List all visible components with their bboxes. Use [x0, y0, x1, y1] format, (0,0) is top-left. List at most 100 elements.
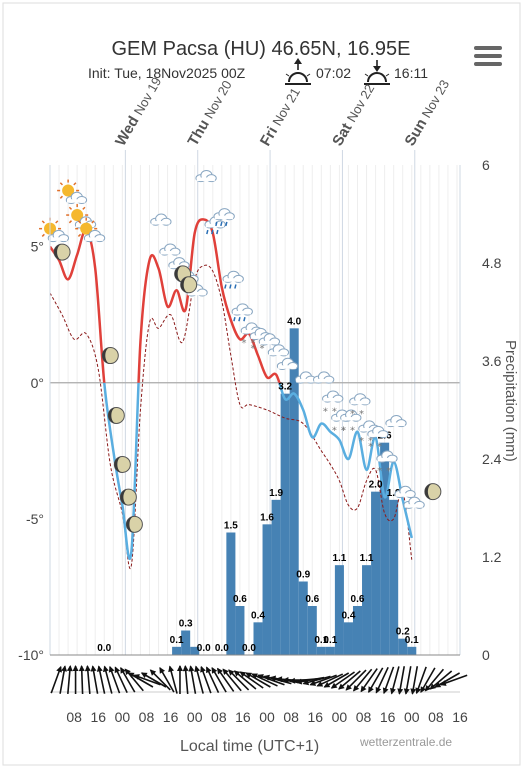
wind-arrow-icon: [330, 671, 356, 689]
precip-bar: [316, 646, 326, 655]
svg-text:*: *: [377, 442, 382, 453]
temperature-line-warm: [50, 218, 281, 383]
wind-arrow-icon: [309, 674, 337, 686]
temp-tick-label: 5°: [31, 239, 44, 255]
partly-sunny-icon: [75, 217, 106, 243]
wind-arrow-icon: [140, 672, 167, 688]
precip-bar: [307, 606, 317, 655]
moon-icon: [125, 515, 143, 533]
x-tick-label: 16: [452, 709, 468, 725]
wind-arrow-icon: [360, 668, 378, 693]
snow-icon: * *: [367, 425, 389, 453]
x-tick-label: 08: [211, 709, 227, 725]
rain-icon: [204, 216, 226, 235]
precip-bar: [289, 328, 299, 655]
sunset-icon: [364, 60, 390, 85]
wind-arrow-icon: [368, 667, 384, 693]
precip-bars: [172, 328, 417, 655]
snow-icon: * *: [376, 450, 398, 477]
svg-text:*: *: [241, 338, 246, 349]
wind-arrow-icon: [390, 666, 400, 695]
wind-arrow-icon: [251, 673, 278, 687]
cloud-icon: [394, 485, 416, 498]
wind-arrow-icon: [216, 667, 235, 692]
precip-data-label: 1.1: [332, 553, 346, 564]
svg-text:*: *: [341, 425, 346, 436]
wind-arrow-icon: [410, 666, 419, 695]
precip-data-label: 0.1: [323, 635, 337, 646]
x-tick-label: 08: [66, 709, 82, 725]
precip-tick-label: 3.6: [482, 353, 502, 369]
snow-icon: * *: [340, 409, 362, 436]
moon-icon: [113, 455, 131, 473]
wind-arrow-icon: [120, 667, 136, 693]
wind-arrow-icon: [108, 665, 121, 694]
precip-data-label: 0.2: [396, 627, 410, 638]
sunrise-time: 07:02: [316, 65, 351, 81]
precip-data-label: 0.4: [342, 610, 356, 621]
cloud-icon: [159, 243, 181, 256]
precip-data-label: 0.0: [97, 643, 111, 654]
precip-bar: [343, 622, 353, 655]
wind-arrow-icon: [316, 673, 344, 687]
wind-arrow-icon: [188, 665, 197, 694]
svg-text:*: *: [251, 344, 256, 355]
precip-data-label: 4.0: [287, 316, 301, 327]
temp-tick-label: 0°: [31, 375, 44, 391]
partly-sunny-icon: [57, 179, 88, 204]
wind-arrow-icon: [182, 665, 189, 695]
cloud-icon: [258, 333, 281, 346]
wind-arrow-icon: [233, 670, 257, 690]
chart-title: GEM Pacsa (HU) 46.65N, 16.95E: [111, 38, 410, 60]
wind-arrow-icon: [50, 665, 62, 694]
precip-tick-label: 6: [482, 157, 490, 173]
precip-data-label: 2.0: [369, 480, 383, 491]
precip-data-label: 1.5: [224, 521, 238, 532]
precip-data-label: 0.0: [215, 643, 229, 654]
wind-arrow-icon: [72, 665, 79, 694]
svg-text:*: *: [377, 466, 382, 477]
temp-tick-label: -5°: [26, 511, 44, 527]
wind-arrow-icon: [397, 666, 406, 695]
moon-icon: [424, 483, 442, 501]
x-tick-label: 16: [308, 709, 324, 725]
wind-arrow-icon: [59, 665, 68, 694]
svg-text:*: *: [260, 344, 265, 355]
wind-arrow-icon: [403, 666, 412, 695]
x-tick-label: 08: [139, 709, 155, 725]
precip-data-label: 0.1: [405, 635, 419, 646]
precip-bar: [262, 524, 272, 655]
x-tick-label: 00: [187, 709, 203, 725]
snow-icon: * *: [349, 393, 371, 420]
wind-arrow-icon: [382, 666, 395, 695]
precip-data-label: 1.9: [269, 488, 283, 499]
y-axis-right-title: Precipitation (mm): [502, 340, 519, 462]
wind-arrow-icon: [295, 676, 325, 685]
moon-icon: [119, 488, 137, 506]
wind-arrow-icon: [194, 665, 204, 694]
precip-bar: [389, 499, 399, 655]
temperature-lines: [49, 218, 413, 569]
svg-text:*: *: [386, 466, 391, 477]
precip-tick-label: 0: [482, 647, 490, 663]
precip-bar: [398, 638, 408, 655]
svg-text:*: *: [350, 409, 355, 420]
precip-bar: [235, 606, 245, 655]
wind-arrow-icon: [200, 665, 212, 694]
precip-bar: [362, 565, 372, 655]
precip-bar: [380, 442, 390, 655]
precip-data-label: 1.6: [260, 512, 274, 523]
precip-bar: [190, 646, 200, 655]
weather-icons: * ** ** ** ** ** ** ** ** *: [39, 169, 442, 533]
sunrise-icon: [285, 58, 311, 85]
precip-data-label: 0.6: [305, 594, 319, 605]
precip-data-label: 0.1: [170, 635, 184, 646]
svg-text:*: *: [368, 442, 373, 453]
svg-text:*: *: [341, 425, 346, 436]
wind-arrow-icon: [96, 665, 106, 694]
menu-icon[interactable]: [474, 46, 502, 70]
precip-tick-label: 2.4: [482, 451, 502, 467]
x-tick-label: 08: [428, 709, 444, 725]
precip-data-label: 0.9: [296, 570, 310, 581]
precip-bar: [325, 646, 335, 655]
